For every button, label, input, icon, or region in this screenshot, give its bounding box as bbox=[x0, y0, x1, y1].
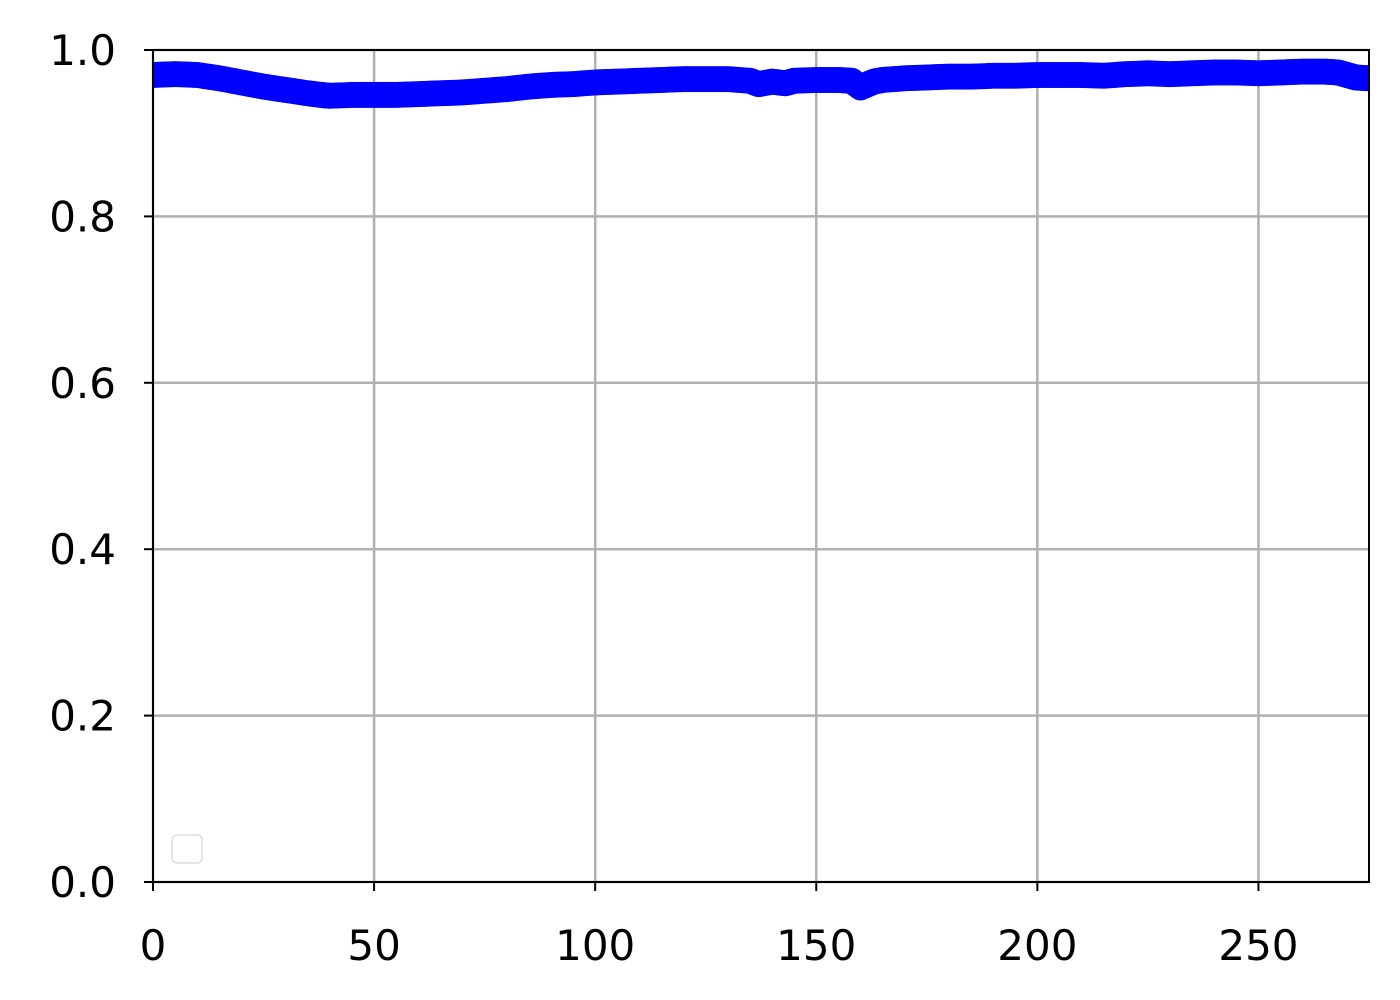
y-tick-label: 1.0 bbox=[49, 26, 116, 75]
x-tick-label: 50 bbox=[347, 921, 400, 970]
axes-frame bbox=[152, 49, 1370, 883]
x-tick-label: 0 bbox=[140, 921, 167, 970]
y-tick-label: 0.6 bbox=[49, 359, 116, 408]
x-axis: 0 50 100 150 200 250 bbox=[140, 882, 1299, 970]
y-tick-label: 0.4 bbox=[49, 525, 116, 574]
legend-box bbox=[171, 834, 203, 864]
x-tick-label: 250 bbox=[1218, 921, 1298, 970]
plot-area bbox=[153, 50, 1369, 882]
x-tick-label: 200 bbox=[997, 921, 1077, 970]
y-tick-label: 0.8 bbox=[49, 192, 116, 241]
y-tick-label: 0.0 bbox=[49, 858, 116, 907]
y-tick-label: 0.2 bbox=[49, 692, 116, 741]
data-point bbox=[1356, 65, 1369, 92]
x-tick-label: 100 bbox=[555, 921, 635, 970]
series-points bbox=[153, 58, 1369, 109]
x-tick-label: 150 bbox=[776, 921, 856, 970]
y-axis: 0.0 0.2 0.4 0.6 0.8 1.0 bbox=[49, 26, 153, 907]
